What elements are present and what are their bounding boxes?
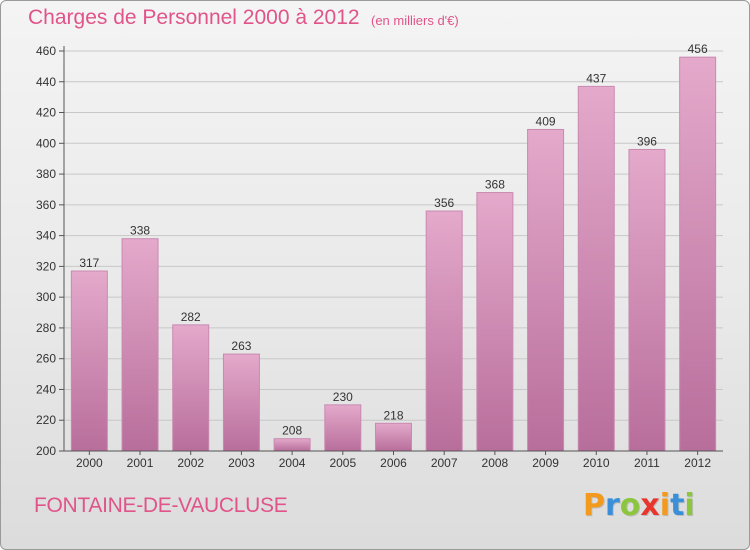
data-label: 437 [586,71,606,85]
data-label: 218 [383,408,403,422]
data-label: 230 [333,390,353,404]
chart-subtitle: (en milliers d'€) [371,13,459,28]
commune-name: FONTAINE-DE-VAUCLUSE [34,494,288,517]
data-label: 368 [485,178,505,192]
y-tick-label: 460 [36,44,56,58]
bar [577,85,615,452]
data-label: 263 [231,339,251,353]
y-tick-label: 440 [36,75,56,89]
bar [628,148,666,452]
y-tick-label: 280 [36,321,56,335]
y-tick-label: 240 [36,382,56,396]
logo-letter: r [605,488,620,523]
x-tick-label: 2012 [684,456,711,470]
data-label: 356 [434,196,454,210]
data-label: 317 [79,256,99,270]
bar [527,128,565,452]
bar [425,210,463,452]
bar [324,404,362,452]
data-label: 208 [282,424,302,438]
logo-letter: i [684,488,695,523]
y-tick-label: 260 [36,352,56,366]
proxiti-logo[interactable]: Proxiti [583,488,695,523]
y-tick-label: 420 [36,106,56,120]
x-tick-label: 2010 [583,456,610,470]
x-tick-label: 2005 [329,456,356,470]
data-label: 338 [130,224,150,238]
data-label: 409 [536,114,556,128]
x-tick-label: 2009 [532,456,559,470]
data-label: 396 [637,134,657,148]
y-tick-label: 340 [36,229,56,243]
bar [70,270,108,452]
x-tick-label: 2003 [228,456,255,470]
x-tick-label: 2008 [482,456,509,470]
y-tick-label: 360 [36,198,56,212]
logo-letter: i [659,488,671,523]
chart-title: Charges de Personnel 2000 à 2012 [28,6,360,29]
y-tick-label: 200 [36,444,56,458]
bar [679,56,717,452]
data-label: 456 [688,42,708,56]
bar [222,353,260,452]
y-tick-label: 320 [36,259,56,273]
x-tick-label: 2002 [177,456,204,470]
y-tick-label: 300 [36,290,56,304]
bar [273,438,311,452]
y-tick-label: 380 [36,167,56,181]
y-tick-label: 400 [36,136,56,150]
x-tick-label: 2011 [634,456,660,470]
x-tick-label: 2001 [127,456,154,470]
x-tick-label: 2000 [76,456,103,470]
bar [375,422,412,452]
logo-letter: P [583,488,605,523]
bar [121,238,159,452]
bar [172,324,210,452]
logo-letter: o [619,488,641,523]
bar [476,192,514,452]
x-tick-label: 2006 [380,456,407,470]
x-tick-label: 2007 [431,456,458,470]
y-tick-label: 220 [36,413,56,427]
logo-letter: x [640,488,660,523]
data-label: 282 [181,310,201,324]
x-tick-label: 2004 [279,456,306,470]
logo-letter: t [670,488,685,523]
